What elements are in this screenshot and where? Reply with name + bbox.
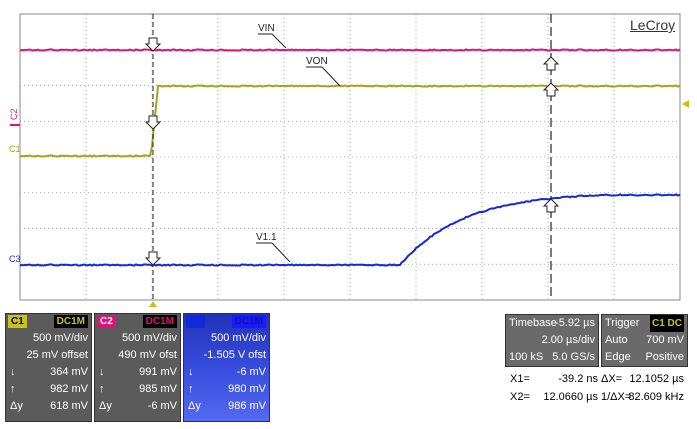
trigger-panel[interactable]: Trigger C1 DC Auto 700 mV Edge Positive [601,314,688,367]
trigger-header: Trigger C1 DC [602,315,687,332]
delta-icon: Δy [188,400,201,412]
channel-marker-c2[interactable]: C2 [9,108,20,126]
inv-dx-label: 1/ΔX= [601,391,632,403]
oscilloscope-graticule: VIN VON V1.1 C2 C1 C3 [9,13,689,307]
up-arrow-icon: ↑ [99,383,105,395]
offset-value: -1.505 V ofst [203,349,266,361]
channel-marker-c3[interactable]: C3 [9,254,21,264]
delta-row: Δy 618 mV [6,398,91,415]
trigger-type-row: Edge Positive [605,351,684,363]
inv-dx-value: 82.609 kHz [628,391,684,403]
delta-icon: Δy [10,400,23,412]
vin-trace [19,48,681,52]
x1-down-arrow-v11 [144,251,162,266]
v11-trace [19,193,681,267]
channel-tag: C2 [97,315,116,328]
timebase-panel[interactable]: Timebase -5.92 µs 2.00 µs/div 100 kS 5.0… [505,314,599,367]
coupling-badge: DC1M [142,315,177,328]
up-cursor-row: ↑ 985 mV [95,381,180,398]
channel-tag: C3 [186,315,205,328]
channel-panel-c1[interactable]: C1 DC1M 500 mV/div 25 mV offset ↓ 364 mV … [5,313,92,422]
lecroy-logo: LeCroy [630,17,676,33]
scale-value: 500 mV/div [32,332,88,344]
channel-marker-c1[interactable]: C1 [9,144,21,154]
down-arrow-icon: ↓ [188,366,194,378]
up-cursor-row: ↑ 980 mV [184,381,269,398]
trigger-mode-row: Auto 700 mV [605,334,684,346]
x1-value: -39.2 ns [558,373,598,385]
x2-up-arrow-von [542,82,560,97]
down-cursor-row: ↓ 364 mV [6,364,91,381]
up-arrow-icon: ↑ [188,383,194,395]
timebase-header: Timebase -5.92 µs [509,317,595,329]
coupling-badge: DC1M [53,315,88,328]
x2-up-arrow-v11 [542,198,560,213]
scale-value: 500 mV/div [210,332,266,344]
trigger-source: C1 [651,318,665,329]
channel-header: C1 DC1M [6,314,91,330]
trigger-coupling: DC [667,318,682,329]
x2-value: 12.0660 µs [543,391,598,403]
channel-tag: C1 [8,315,27,328]
channel-panel-c3[interactable]: C3 DC1M 500 mV/div -1.505 V ofst ↓ -6 mV … [183,313,270,422]
x2-up-arrow-vin [542,56,560,71]
svg-text:C1: C1 [9,144,21,154]
offset-value: 490 mV ofst [118,349,177,361]
scale-value: 500 mV/div [121,332,177,344]
channel-header: C2 DC1M [95,314,180,330]
x1-label: X1= [510,373,530,385]
offset-value: 25 mV offset [26,349,88,361]
cursor-arrows [144,37,560,266]
x1-down-arrow-vin [144,37,162,52]
delta-row: Δy -6 mV [95,398,180,415]
up-cursor-row: ↑ 982 mV [6,381,91,398]
delta-icon: Δy [99,400,112,412]
down-arrow-icon: ↓ [99,366,105,378]
delta-row: Δy 986 mV [184,398,269,415]
timebase-per-div: 2.00 µs/div [541,334,595,346]
von-trace [19,84,681,158]
grid [19,13,681,301]
trace-label-v11: V1.1 [256,232,291,263]
timebase-sampling: 100 kS 5.0 GS/s [509,351,595,363]
svg-text:VIN: VIN [258,23,275,34]
coupling-badge: DC1M [231,315,266,328]
dx-value: 12.1052 µs [629,373,684,385]
channel-panel-c2[interactable]: C2 DC1M 500 mV/div 490 mV ofst ↓ 991 mV ↑… [94,313,181,422]
x1-down-arrow-von [144,115,162,130]
svg-text:VON: VON [306,56,328,67]
svg-text:C2: C2 [9,108,19,120]
dx-label: ΔX= [601,373,623,385]
svg-text:V1.1: V1.1 [256,232,277,243]
down-arrow-icon: ↓ [10,366,16,378]
up-arrow-icon: ↑ [10,383,16,395]
trace-label-vin: VIN [258,23,287,49]
x2-label: X2= [510,391,530,403]
svg-text:C3: C3 [9,254,21,264]
trace-label-von: VON [306,56,341,87]
trigger-position-marker[interactable] [149,301,157,307]
down-cursor-row: ↓ 991 mV [95,364,180,381]
channel-header: C3 DC1M [184,314,269,330]
trigger-level-marker[interactable] [682,100,689,108]
down-cursor-row: ↓ -6 mV [184,364,269,381]
